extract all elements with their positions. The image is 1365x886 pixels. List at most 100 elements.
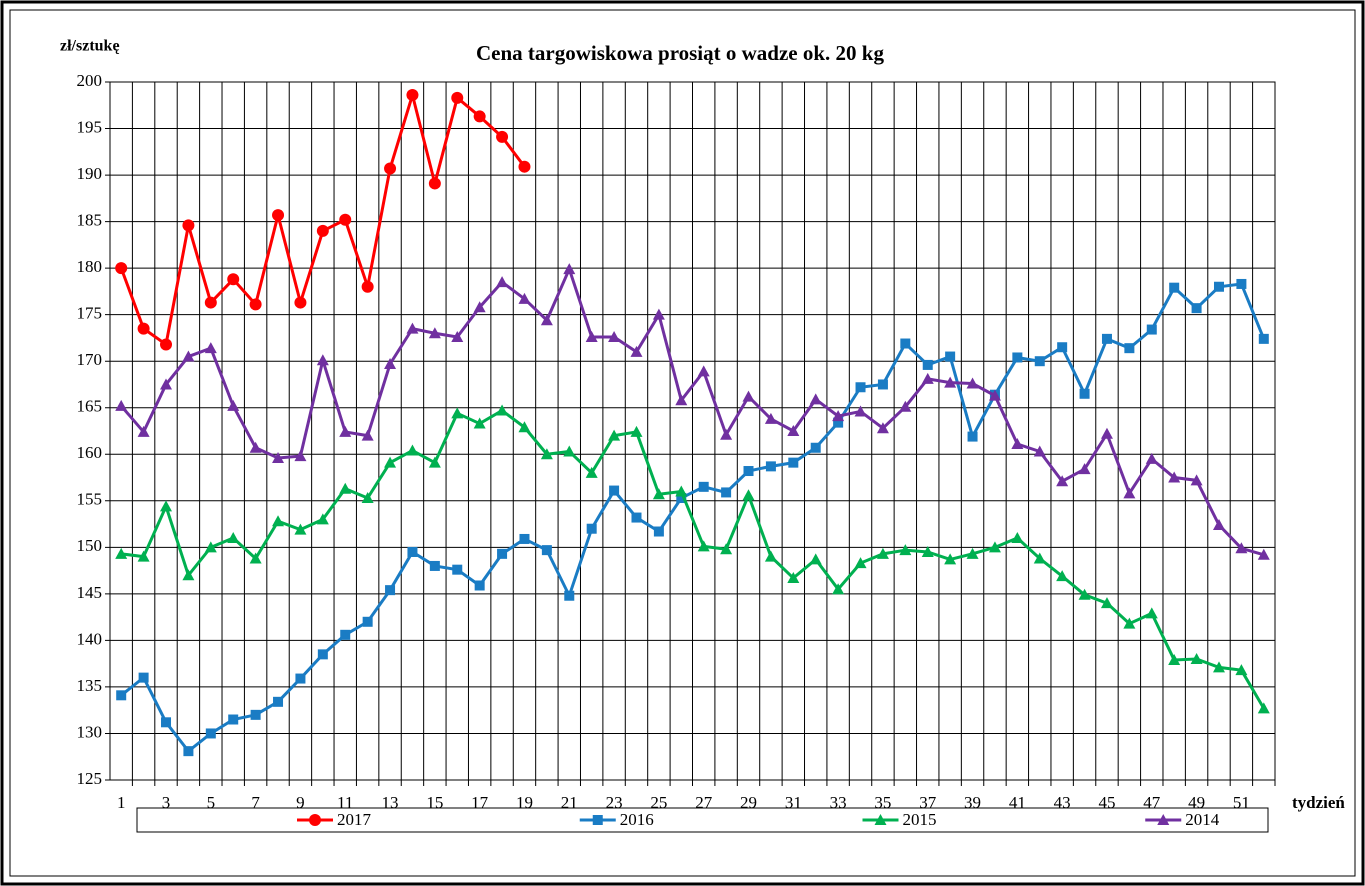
- legend-marker: [874, 814, 887, 825]
- marker: [540, 314, 553, 326]
- legend-label: 2014: [1185, 810, 1220, 829]
- marker: [473, 417, 486, 429]
- x-tick-label: 49: [1188, 793, 1205, 812]
- marker: [384, 162, 397, 175]
- marker: [921, 372, 934, 384]
- marker: [922, 359, 933, 370]
- marker: [809, 393, 822, 405]
- x-tick-label: 9: [296, 793, 305, 812]
- marker: [1212, 518, 1225, 530]
- marker: [1236, 278, 1247, 289]
- marker: [115, 547, 128, 559]
- marker: [743, 466, 754, 477]
- marker: [810, 442, 821, 453]
- x-tick-label: 43: [1054, 793, 1071, 812]
- marker: [384, 357, 397, 369]
- marker: [1123, 487, 1136, 499]
- marker: [653, 526, 664, 537]
- marker: [1056, 475, 1069, 487]
- marker: [496, 276, 509, 288]
- marker: [585, 331, 598, 343]
- y-tick-label: 185: [77, 211, 103, 230]
- marker: [1169, 282, 1180, 293]
- marker: [676, 493, 687, 504]
- marker: [361, 492, 374, 504]
- marker: [316, 513, 329, 525]
- marker: [249, 441, 262, 453]
- marker: [451, 91, 464, 104]
- marker: [518, 292, 531, 304]
- marker: [160, 338, 173, 351]
- marker: [451, 407, 464, 419]
- marker: [675, 394, 688, 406]
- marker: [160, 378, 173, 390]
- marker: [182, 569, 195, 581]
- marker: [1011, 438, 1024, 450]
- plot-border: [109, 81, 1276, 781]
- marker: [764, 550, 777, 562]
- x-tick-label: 11: [337, 793, 353, 812]
- marker: [204, 296, 217, 309]
- marker: [518, 160, 531, 173]
- y-axis-label: zł/sztukę: [60, 38, 120, 55]
- marker: [697, 365, 710, 377]
- marker: [832, 410, 845, 422]
- x-tick-label: 7: [251, 793, 260, 812]
- marker: [1123, 617, 1136, 629]
- x-tick-label: 23: [606, 793, 623, 812]
- x-tick-label: 17: [471, 793, 489, 812]
- marker: [204, 342, 217, 354]
- marker: [227, 532, 240, 544]
- marker: [988, 541, 1001, 553]
- legend-label: 2016: [620, 810, 654, 829]
- marker: [765, 461, 776, 472]
- marker: [721, 487, 732, 498]
- marker: [966, 547, 979, 559]
- x-tick-label: 47: [1143, 793, 1161, 812]
- y-tick-label: 125: [77, 769, 103, 788]
- x-tick-label: 51: [1233, 793, 1250, 812]
- marker: [608, 331, 621, 343]
- marker: [1257, 702, 1270, 714]
- marker: [563, 263, 576, 275]
- marker: [585, 466, 598, 478]
- marker: [406, 444, 419, 456]
- y-tick-label: 170: [77, 350, 103, 369]
- marker: [1101, 333, 1112, 344]
- x-tick-label: 27: [695, 793, 713, 812]
- marker: [473, 301, 486, 313]
- marker: [340, 629, 351, 640]
- marker: [137, 425, 150, 437]
- marker: [944, 376, 957, 388]
- y-tick-label: 175: [77, 304, 103, 323]
- marker: [1034, 356, 1045, 367]
- y-tick-label: 145: [77, 583, 103, 602]
- legend-marker: [592, 815, 603, 825]
- marker: [115, 399, 128, 411]
- marker: [877, 379, 888, 390]
- marker: [339, 482, 352, 494]
- x-tick-label: 35: [874, 793, 891, 812]
- marker: [1056, 570, 1069, 582]
- x-tick-label: 29: [740, 793, 757, 812]
- marker: [899, 400, 912, 412]
- marker: [182, 219, 195, 232]
- marker: [540, 448, 553, 460]
- marker: [630, 345, 643, 357]
- marker: [116, 690, 127, 701]
- marker: [451, 331, 464, 343]
- marker: [1011, 532, 1024, 544]
- x-tick-label: 45: [1098, 793, 1115, 812]
- marker: [317, 649, 328, 660]
- marker: [631, 512, 642, 523]
- marker: [205, 728, 216, 739]
- marker: [720, 543, 733, 555]
- marker: [697, 540, 710, 552]
- marker: [1124, 343, 1135, 354]
- marker: [316, 224, 329, 237]
- marker: [496, 404, 509, 416]
- marker: [608, 429, 621, 441]
- series-line: [120, 282, 1266, 754]
- marker: [272, 451, 285, 463]
